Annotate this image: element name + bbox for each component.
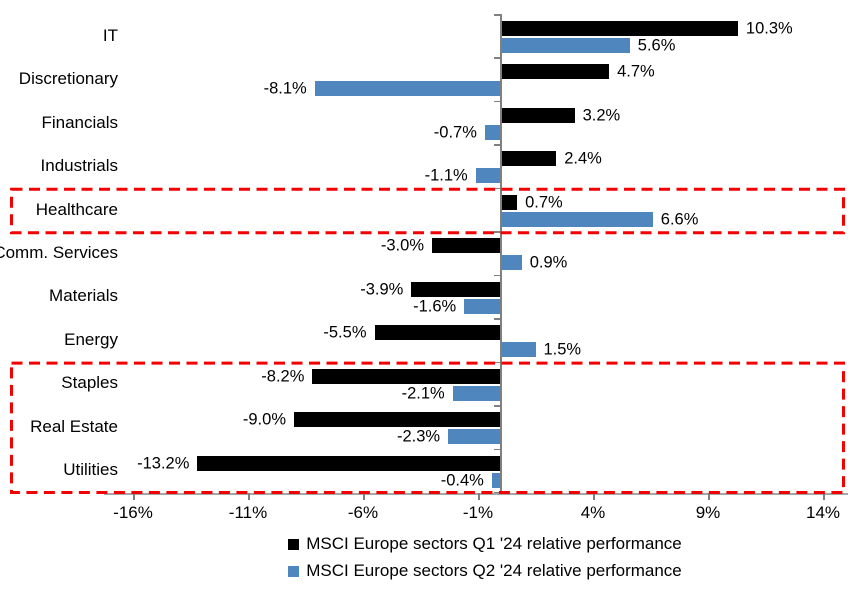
category-label: IT — [102, 25, 118, 45]
value-label-q1: 0.7% — [525, 193, 563, 212]
legend-swatch-q2-icon — [288, 565, 300, 577]
category-label: Comm. Services — [0, 242, 118, 262]
bar-q1 — [432, 238, 501, 254]
category-axis-tick — [494, 318, 500, 320]
category-label: Energy — [64, 329, 118, 349]
value-label-q2: 0.9% — [529, 253, 568, 272]
value-label-q1: -3.9% — [360, 280, 404, 299]
value-label-q1: -3.0% — [380, 236, 424, 255]
value-label-q1: 2.4% — [564, 149, 602, 168]
value-label-q2: -0.7% — [433, 123, 477, 142]
bar-q1 — [294, 412, 501, 428]
category-axis-tick — [494, 187, 500, 190]
highlight-box — [10, 187, 845, 235]
x-tick-label: -11% — [228, 503, 268, 522]
category-label: Utilities — [63, 460, 118, 480]
bar-q2 — [501, 255, 522, 271]
category-label: Healthcare — [35, 199, 118, 219]
legend: MSCI Europe sectors Q1 '24 relative perf… — [118, 534, 852, 581]
category-axis-tick — [494, 144, 500, 146]
category-axis-tick — [494, 448, 500, 450]
value-label-q1: 4.7% — [617, 62, 655, 81]
bar-q1 — [501, 194, 518, 210]
category-label: Real Estate — [30, 416, 118, 436]
value-label-q1: -8.2% — [261, 367, 305, 386]
x-axis-tick — [823, 493, 825, 500]
bar-q2 — [501, 211, 653, 227]
legend-label-q1: MSCI Europe sectors Q1 '24 relative perf… — [306, 534, 682, 553]
bar-q1 — [501, 107, 575, 123]
x-tick-label: -6% — [347, 503, 379, 522]
category-label: Financials — [41, 112, 118, 132]
category-axis-tick — [494, 361, 500, 364]
value-label-q2: 5.6% — [637, 36, 676, 55]
bar-q1 — [501, 151, 557, 167]
x-axis-tick — [133, 493, 135, 500]
value-label-q2: -1.6% — [413, 297, 457, 316]
category-axis-tick — [494, 231, 500, 233]
x-tick-label: -1% — [462, 503, 494, 522]
bar-q1 — [501, 21, 738, 36]
x-axis-tick — [593, 493, 595, 500]
value-label-q1: -9.0% — [242, 410, 286, 429]
category-label: Staples — [61, 373, 118, 393]
legend-swatch-q1-icon — [288, 538, 300, 550]
x-axis-tick — [708, 493, 710, 500]
bar-q1 — [197, 455, 501, 471]
zero-axis-line — [500, 14, 502, 493]
value-label-q1: -5.5% — [323, 323, 367, 342]
category-label: Materials — [49, 286, 118, 306]
category-label: Industrials — [40, 156, 118, 176]
category-axis-tick — [494, 14, 500, 16]
x-axis-line — [104, 493, 848, 495]
x-tick-label: 9% — [695, 503, 721, 522]
x-axis-tick — [363, 493, 365, 500]
legend-item-q2: MSCI Europe sectors Q2 '24 relative perf… — [288, 561, 682, 581]
bar-q2 — [484, 124, 501, 140]
value-label-q2: 1.5% — [543, 340, 582, 359]
legend-item-q1: MSCI Europe sectors Q1 '24 relative perf… — [288, 534, 682, 554]
value-label-q2: -1.1% — [424, 166, 468, 185]
bar-q2 — [464, 298, 501, 314]
bar-q1 — [411, 281, 501, 297]
bar-q1 — [501, 64, 610, 80]
legend-label-q2: MSCI Europe sectors Q2 '24 relative perf… — [306, 561, 682, 580]
category-axis-tick — [494, 274, 500, 277]
bar-q2 — [501, 342, 536, 358]
value-label-q2: -2.1% — [401, 384, 445, 403]
x-tick-label: 14% — [805, 503, 841, 522]
bar-q2 — [475, 168, 501, 184]
x-tick-label: 4% — [580, 503, 606, 522]
category-axis-tick — [494, 57, 500, 59]
x-tick-label: -16% — [113, 503, 153, 522]
bar-q2 — [501, 38, 630, 53]
category-axis-tick — [494, 405, 500, 407]
value-label-q2: 6.6% — [660, 210, 699, 229]
value-label-q2: -0.4% — [440, 471, 484, 489]
bar-q2 — [314, 81, 501, 97]
category-axis-tick — [494, 100, 500, 103]
value-label-q1: 10.3% — [745, 19, 793, 38]
bar-q1 — [374, 325, 501, 341]
bar-q2 — [448, 429, 501, 445]
category-label: Discretionary — [18, 69, 118, 89]
value-label-q1: -13.2% — [137, 454, 190, 472]
value-label-q2: -2.3% — [397, 427, 441, 446]
value-label-q1: 3.2% — [582, 106, 621, 125]
bar-q2 — [452, 385, 501, 401]
value-label-q2: -8.1% — [263, 79, 307, 98]
x-axis-tick — [248, 493, 250, 500]
bar-q1 — [312, 368, 501, 384]
x-axis-tick — [478, 493, 480, 500]
